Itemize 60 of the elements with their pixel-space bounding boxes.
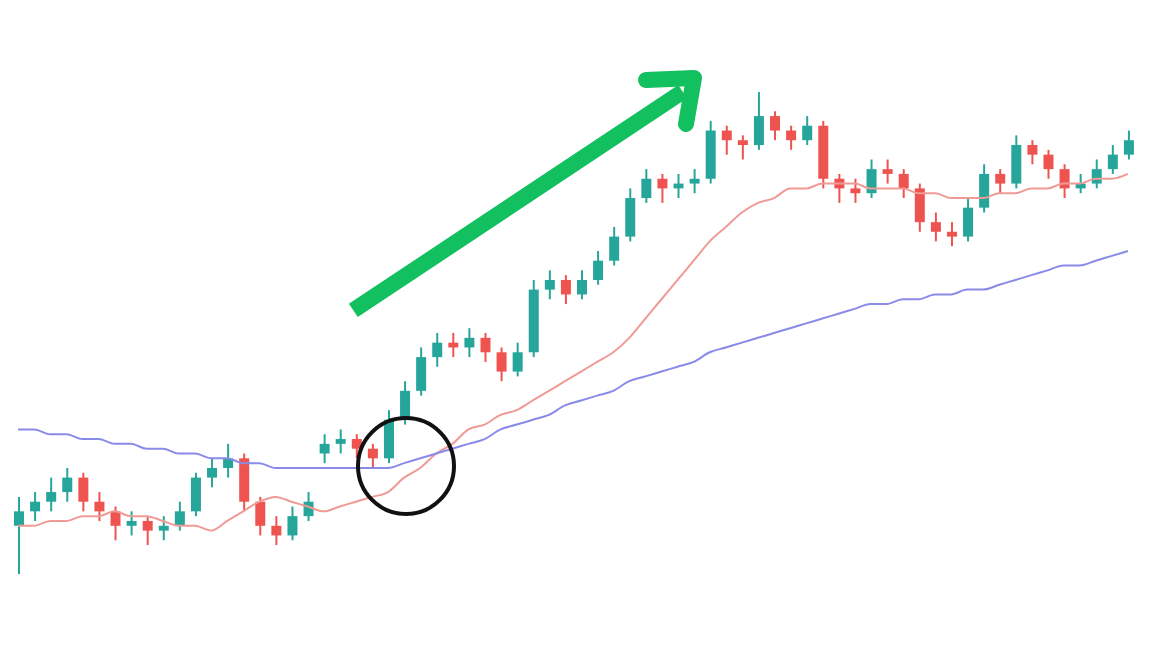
candlestick [255,495,266,537]
candlestick [239,452,250,513]
candlestick [30,491,41,522]
candlestick [271,515,282,547]
candlestick [1043,148,1054,180]
candlestick [351,433,362,460]
candlestick [14,495,24,574]
candlestick [770,110,781,142]
candlestick [1123,129,1134,161]
candlestick [432,332,443,368]
candlestick [223,442,234,479]
candlestick [721,124,732,156]
candlestick [657,172,668,204]
candlestick [786,124,797,151]
candlestick [480,332,491,363]
candlestick [995,168,1006,195]
candlestick [850,177,861,204]
candlestick [609,225,620,267]
candlestick [62,466,73,503]
candlestick [207,457,218,489]
candlestick [1091,158,1102,190]
candlestick [126,510,137,537]
candlestick [689,168,700,195]
candlestick [737,134,748,161]
candlestick [593,250,604,286]
candlestick [158,515,169,542]
candlestick [142,515,153,547]
candlestick [641,168,652,204]
candlestick [190,471,201,518]
candlestick [1027,139,1038,166]
candlestick [577,269,587,301]
candlestick [174,500,185,532]
candlestick [78,471,89,513]
candlestick [802,115,813,147]
candlestick [930,211,941,243]
candlestick [544,269,555,301]
candlestick [496,346,507,383]
candlestick [946,221,957,248]
candlestick [882,158,893,185]
candlestick [898,168,909,200]
candlestick [367,442,378,469]
candlestick [94,491,105,522]
candlestick [287,505,298,542]
candlestick [914,182,925,233]
candlestick [335,428,346,455]
candlestick [560,274,571,306]
candlestick [866,158,877,200]
candlestick [46,476,57,513]
candlestick [1107,144,1118,175]
candlestick [464,327,475,359]
candlestick [110,505,121,542]
candlestick [625,187,636,243]
candlestick [383,409,394,465]
candlestick [1011,134,1022,190]
candlestick [319,433,330,465]
candlestick [963,197,974,243]
candlestick [512,341,523,378]
candlestick [979,163,990,214]
candlestick [753,92,764,151]
candlestick [416,346,427,397]
